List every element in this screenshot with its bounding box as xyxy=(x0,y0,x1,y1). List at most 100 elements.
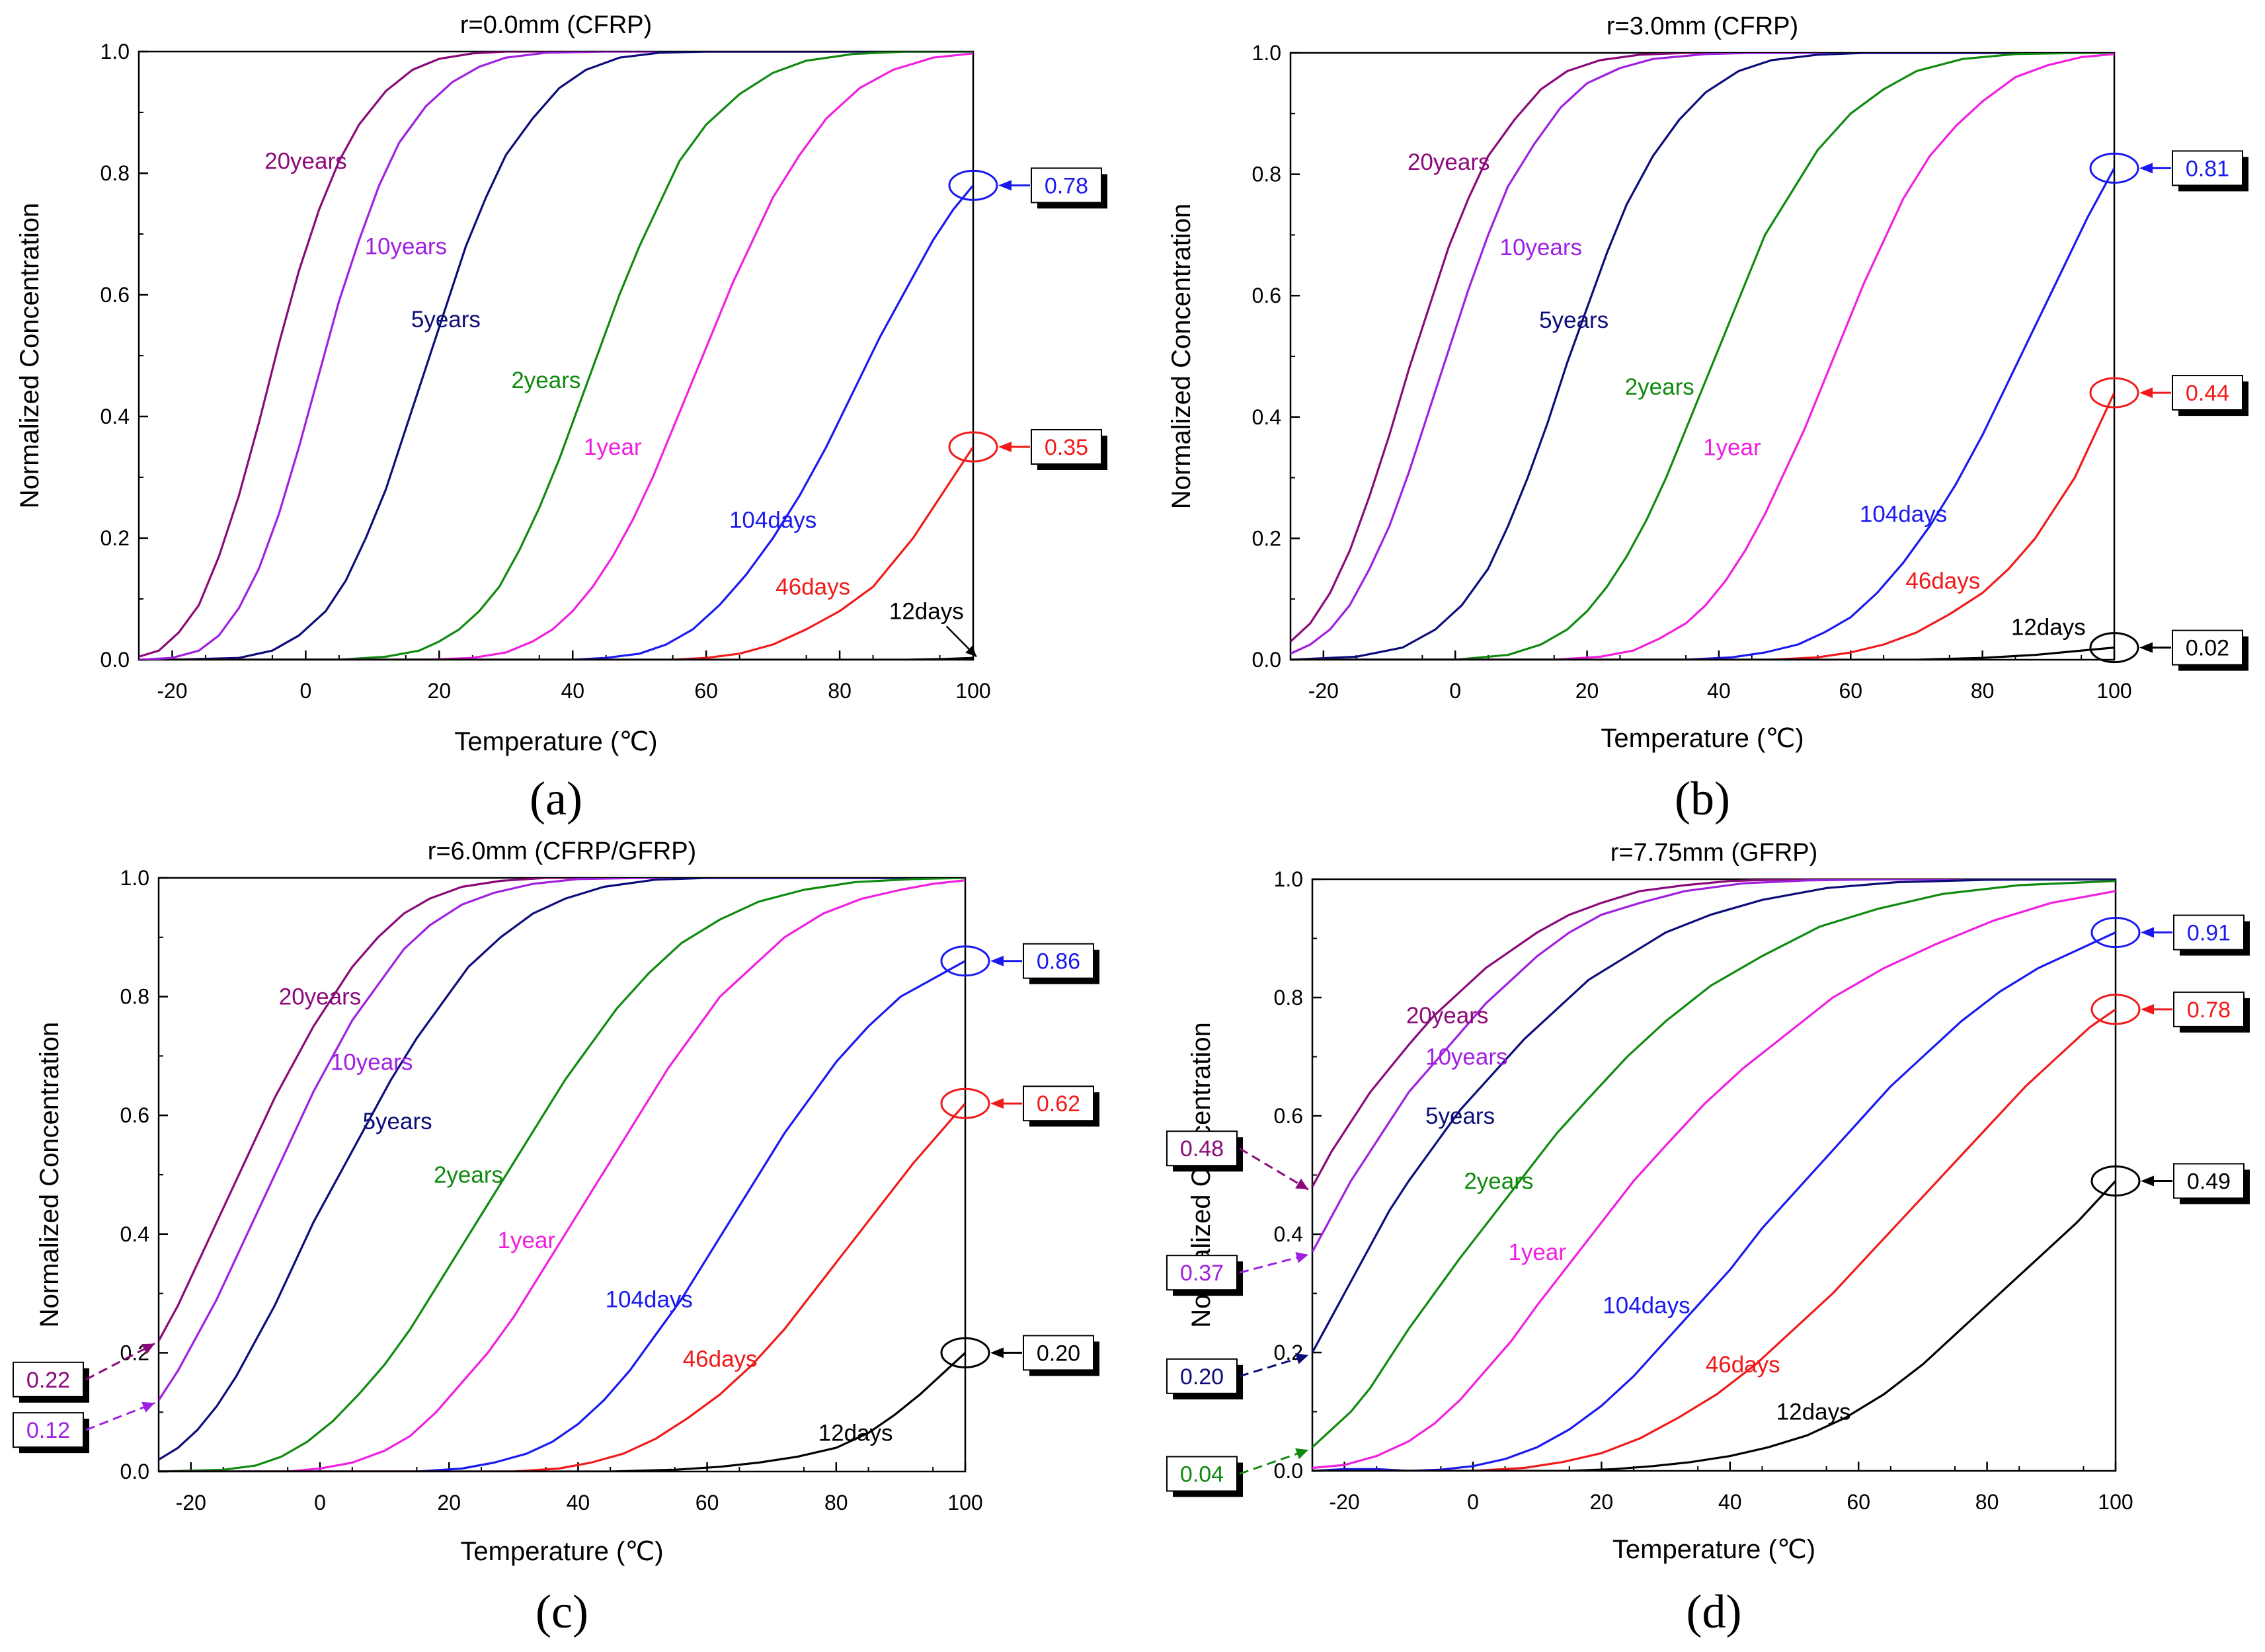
callout-value: 0.86 xyxy=(1037,949,1080,974)
callout-box xyxy=(1023,1085,1094,1122)
callout-value: 0.91 xyxy=(2187,921,2231,946)
x-tick-label: 40 xyxy=(567,1491,590,1514)
x-tick-label: 60 xyxy=(1847,1490,1870,1514)
plot-frame xyxy=(138,50,974,661)
y-tick-label: 1.0 xyxy=(1274,867,1303,891)
series-label-1year: 1year xyxy=(584,434,642,460)
y-tick-label: 0.0 xyxy=(100,648,130,672)
series-label-104days: 104days xyxy=(1603,1292,1690,1318)
series-label-1year: 1year xyxy=(1703,435,1761,461)
callout-arrowhead xyxy=(141,1401,155,1413)
plot-frame xyxy=(1311,878,2117,1472)
x-tick-label: 60 xyxy=(1839,679,1862,703)
callout-arrowhead xyxy=(1295,1178,1308,1190)
callout-value: 0.20 xyxy=(1037,1341,1080,1366)
callout-arrowhead xyxy=(1295,1252,1308,1263)
callout-value: 0.62 xyxy=(1037,1091,1080,1117)
series-label-5years: 5years xyxy=(363,1109,432,1134)
series-line-20years xyxy=(1291,53,2114,643)
series-line-20years xyxy=(159,878,965,1342)
x-tick-label: 100 xyxy=(947,1491,982,1514)
series-label-46days: 46days xyxy=(775,574,850,600)
x-tick-label: 60 xyxy=(695,1491,719,1514)
panel-letter: (d) xyxy=(1687,1585,1742,1638)
panel-letter: (c) xyxy=(536,1585,588,1638)
callout-value: 0.78 xyxy=(1045,173,1088,198)
x-tick-label: 20 xyxy=(428,679,452,703)
x-tick-label: 20 xyxy=(1575,679,1599,703)
callout-marker xyxy=(940,945,990,977)
callout-marker xyxy=(2089,152,2139,184)
plot-frame xyxy=(157,877,967,1473)
y-tick-label: 0.4 xyxy=(1274,1222,1303,1246)
series-line-5years xyxy=(159,878,965,1461)
pointer-arrowhead xyxy=(965,645,977,657)
chart-title: r=6.0mm (CFRP/GFRP) xyxy=(428,838,696,865)
callout-arrowhead xyxy=(990,955,1004,966)
callout-value: 0.04 xyxy=(1180,1462,1224,1487)
series-label-12days: 12days xyxy=(2011,614,2086,640)
callout-value: 0.02 xyxy=(2186,636,2229,661)
chart-title: r=3.0mm (CFRP) xyxy=(1607,13,1798,40)
series-line-12days xyxy=(1291,647,2114,660)
series-label-5years: 5years xyxy=(1425,1103,1495,1129)
series-label-2years: 2years xyxy=(511,368,580,393)
series-label-20years: 20years xyxy=(279,984,362,1010)
series-label-46days: 46days xyxy=(683,1346,758,1372)
callout-value: 0.48 xyxy=(1180,1136,1224,1161)
series-line-104days xyxy=(159,960,965,1472)
series-label-2years: 2years xyxy=(434,1162,503,1188)
callout-value: 0.44 xyxy=(2186,381,2229,406)
y-tick-label: 1.0 xyxy=(120,866,149,890)
callout-arrowhead xyxy=(141,1343,155,1355)
callout-box xyxy=(13,1361,84,1397)
series-label-10years: 10years xyxy=(331,1049,413,1075)
series-label-46days: 46days xyxy=(1706,1352,1780,1378)
callout-arrow xyxy=(1239,1147,1309,1191)
x-tick-label: 100 xyxy=(955,679,990,703)
series-line-46days xyxy=(1312,1008,2116,1471)
y-tick-label: 0.8 xyxy=(100,161,130,185)
series-label-20years: 20years xyxy=(1406,1003,1489,1029)
series-line-1year xyxy=(1291,53,2114,660)
callout-arrowhead xyxy=(2139,387,2153,399)
callout-value: 0.20 xyxy=(1180,1364,1224,1390)
series-line-104days xyxy=(172,184,973,660)
y-axis-label: Normalized Concentration xyxy=(35,1022,64,1327)
x-axis-label: Temperature (℃) xyxy=(460,1537,663,1566)
callout-box xyxy=(1031,167,1102,204)
x-tick-label: 80 xyxy=(828,679,852,703)
series-label-5years: 5years xyxy=(411,307,481,333)
series-label-104days: 104days xyxy=(729,507,816,533)
callout-value: 0.49 xyxy=(2187,1169,2231,1194)
panel-letter: (b) xyxy=(1675,772,1730,825)
panel-b: r=3.0mm (CFRP) -20 0 20 40 60 80 100 0.0 0.2 0.4 0.… xyxy=(1167,13,2248,825)
series-label-2years: 2years xyxy=(1625,374,1694,400)
series-line-12days xyxy=(159,1352,965,1472)
x-tick-label: 60 xyxy=(694,679,718,703)
callout-marker xyxy=(948,169,998,201)
callout-arrowhead xyxy=(1295,1448,1308,1460)
series-line-10years xyxy=(1291,53,2114,655)
series-line-104days xyxy=(1312,931,2116,1471)
callout-value: 0.78 xyxy=(2187,998,2231,1023)
series-label-1year: 1year xyxy=(1508,1239,1566,1265)
series-line-5years xyxy=(1291,53,2114,660)
panel-c: r=6.0mm (CFRP/GFRP) -20 0 20 40 60 80 100 0.0 0.2… xyxy=(13,838,1099,1638)
x-tick-label: 80 xyxy=(1975,1490,1999,1514)
callout-arrowhead xyxy=(998,442,1012,452)
series-label-5years: 5years xyxy=(1539,307,1609,333)
callout-marker xyxy=(2089,377,2139,409)
series-label-12days: 12days xyxy=(1776,1399,1851,1425)
series-line-104days xyxy=(1291,167,2114,660)
callout-box xyxy=(2172,150,2243,186)
panel-a: r=0.0mm (CFRP) -20 0 20 40 60 80 100 0.0 0.2 0.4 0.… xyxy=(15,11,1107,825)
x-axis-label: Temperature (℃) xyxy=(1601,724,1804,753)
series-line-20years xyxy=(139,52,973,658)
y-tick-label: 0.8 xyxy=(1274,986,1303,1009)
x-tick-label: 100 xyxy=(2098,1490,2133,1514)
y-tick-label: 0.8 xyxy=(120,985,149,1009)
y-tick-label: 0.4 xyxy=(1252,405,1281,429)
callout-box xyxy=(1166,1255,1238,1291)
